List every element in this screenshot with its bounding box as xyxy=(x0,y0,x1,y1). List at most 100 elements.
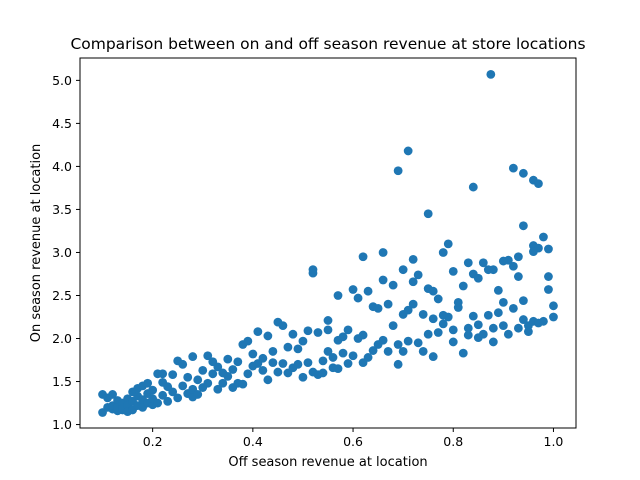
data-point xyxy=(503,329,513,339)
data-point xyxy=(443,239,453,249)
data-point xyxy=(158,369,168,379)
data-point xyxy=(398,347,408,356)
data-point xyxy=(438,248,448,257)
data-point xyxy=(539,316,548,326)
x-tick-label: 0.8 xyxy=(443,434,463,449)
data-point xyxy=(423,329,433,339)
data-point xyxy=(223,371,233,381)
data-point xyxy=(378,275,388,285)
data-point xyxy=(333,364,343,374)
y-tick-label: 2.0 xyxy=(52,331,72,346)
data-point xyxy=(488,323,498,333)
data-point xyxy=(508,163,518,173)
data-point xyxy=(278,321,288,330)
data-point xyxy=(283,342,293,352)
data-point xyxy=(343,325,353,335)
data-point xyxy=(223,354,233,364)
data-point xyxy=(218,378,228,388)
y-tick-label: 1.0 xyxy=(52,417,72,432)
data-point xyxy=(486,69,496,79)
data-point xyxy=(413,338,423,348)
data-point xyxy=(448,267,458,276)
data-point xyxy=(513,323,523,333)
data-point xyxy=(413,270,423,280)
data-point xyxy=(498,256,508,266)
data-point xyxy=(518,315,528,324)
data-point xyxy=(518,168,528,178)
data-point xyxy=(263,331,273,341)
data-point xyxy=(333,291,343,300)
data-point xyxy=(549,301,558,311)
data-point xyxy=(338,332,348,342)
data-point xyxy=(493,285,503,295)
data-point xyxy=(438,310,448,320)
data-point xyxy=(513,252,523,262)
y-tick-label: 4.5 xyxy=(52,116,72,131)
y-axis-label: On season revenue at location xyxy=(29,144,44,343)
data-point xyxy=(188,352,198,361)
data-point xyxy=(258,365,268,375)
data-point xyxy=(493,308,503,318)
data-point xyxy=(473,320,483,330)
data-point xyxy=(378,335,388,345)
data-point xyxy=(268,347,278,356)
data-point xyxy=(193,375,203,385)
data-point xyxy=(193,390,203,399)
x-tick-label: 0.2 xyxy=(143,434,163,449)
data-point xyxy=(273,367,283,377)
data-point xyxy=(518,296,528,306)
data-point xyxy=(398,265,408,275)
data-point xyxy=(433,294,443,304)
chart-title: Comparison between on and off season rev… xyxy=(70,35,585,53)
data-point xyxy=(458,281,468,291)
data-point xyxy=(393,359,403,369)
data-point xyxy=(353,293,363,303)
data-point xyxy=(238,379,248,389)
y-tick-label: 1.5 xyxy=(52,374,72,389)
data-point xyxy=(363,286,373,296)
data-point xyxy=(248,349,258,359)
data-point xyxy=(168,387,178,397)
data-point xyxy=(213,384,223,394)
data-point xyxy=(458,348,468,358)
data-point xyxy=(488,337,498,347)
data-point xyxy=(463,330,473,340)
data-point xyxy=(303,326,313,336)
data-point xyxy=(388,280,398,290)
data-point xyxy=(253,327,263,337)
data-point xyxy=(263,375,273,385)
data-point xyxy=(373,304,383,313)
data-point xyxy=(338,348,348,358)
data-point xyxy=(318,356,328,366)
data-point xyxy=(323,325,333,335)
data-point xyxy=(453,297,463,307)
data-point xyxy=(428,352,438,361)
data-point xyxy=(488,265,498,275)
data-point xyxy=(348,285,358,294)
data-point xyxy=(168,370,178,380)
data-point xyxy=(328,353,338,362)
data-point xyxy=(178,381,188,391)
data-point xyxy=(408,254,418,264)
data-point xyxy=(298,336,308,346)
data-point xyxy=(463,323,473,333)
data-point xyxy=(524,327,533,337)
data-point xyxy=(408,299,418,309)
data-point xyxy=(403,336,413,346)
data-point xyxy=(438,319,448,329)
data-point xyxy=(293,344,303,354)
data-point xyxy=(408,277,418,287)
data-point xyxy=(198,365,208,375)
data-point xyxy=(544,244,553,254)
data-point xyxy=(303,358,313,367)
data-point xyxy=(148,385,158,395)
x-tick-label: 0.6 xyxy=(343,434,363,449)
y-tick-label: 5.0 xyxy=(52,73,72,88)
data-point xyxy=(308,265,318,275)
x-axis-label: Off season revenue at location xyxy=(228,455,427,470)
data-point xyxy=(153,398,163,408)
data-point xyxy=(258,353,268,363)
data-point xyxy=(158,390,168,400)
data-point xyxy=(539,232,548,242)
data-point xyxy=(348,351,358,361)
